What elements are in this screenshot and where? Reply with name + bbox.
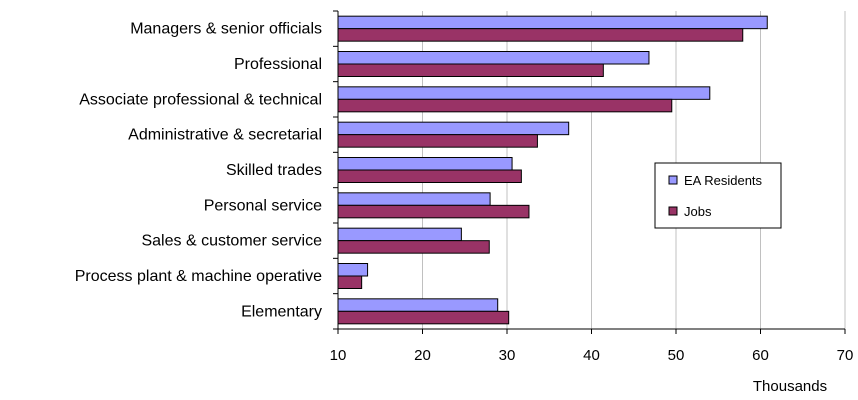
bar-ea-residents-sales-and-customer-service (337, 227, 462, 242)
x-tick-label: 20 (414, 347, 431, 364)
axes (333, 10, 846, 334)
bar-jobs-professional (337, 63, 604, 77)
bar-jobs-process-plant-and-machine-operative (337, 275, 363, 289)
bar-ea-residents-skilled-trades (337, 157, 513, 171)
x-tick-labels: 10 20 30 40 50 60 70 (330, 347, 854, 364)
x-tick-label: 70 (837, 347, 854, 364)
bar-ea-residents-personal-service (337, 192, 491, 206)
legend-label-ea-residents: EA Residents (684, 173, 763, 188)
bar-jobs-personal-service (337, 204, 530, 219)
legend-swatch-ea-residents (668, 175, 678, 185)
bar-jobs-managers-and-senior-officials (337, 28, 744, 42)
category-label: Elementary (241, 303, 322, 320)
bar-ea-residents-professional (337, 51, 650, 65)
legend-box (654, 162, 782, 229)
category-labels: Managers & senior officials Professional A… (75, 21, 322, 321)
category-label: Associate professional & technical (79, 91, 322, 108)
bar-ea-residents-process-plant-and-machine-operative (337, 263, 369, 277)
bar-ea-residents-administrative-and-secretarial (337, 121, 570, 136)
category-label: Skilled trades (226, 162, 322, 179)
bar-ea-residents-managers-and-senior-officials (337, 15, 768, 30)
bar-ea-residents-elementary (337, 298, 499, 312)
bar-jobs-sales-and-customer-service (337, 240, 490, 254)
bar-jobs-associate-professional-and-technical (337, 98, 673, 113)
legend-label-jobs: Jobs (684, 204, 712, 219)
category-label: Personal service (204, 197, 322, 214)
x-tick-label: 30 (499, 347, 516, 364)
category-label: Professional (234, 56, 322, 73)
x-tick-label: 40 (583, 347, 600, 364)
bar-jobs-administrative-and-secretarial (337, 134, 538, 148)
x-tick-label: 60 (752, 347, 769, 364)
category-label: Administrative & secretarial (128, 127, 322, 144)
legend-swatch-jobs (668, 206, 678, 216)
x-tick-label: 50 (668, 347, 685, 364)
x-tick-label: 10 (330, 347, 347, 364)
category-label: Process plant & machine operative (75, 268, 322, 285)
bar-jobs-elementary (337, 310, 510, 325)
category-label: Sales & customer service (141, 233, 322, 250)
bar-ea-residents-associate-professional-and-technical (337, 86, 711, 100)
bar-jobs-skilled-trades (337, 169, 522, 183)
legend: EA Residents Jobs (654, 162, 782, 229)
x-axis-title: Thousands (753, 378, 827, 395)
category-label: Managers & senior officials (130, 21, 322, 38)
